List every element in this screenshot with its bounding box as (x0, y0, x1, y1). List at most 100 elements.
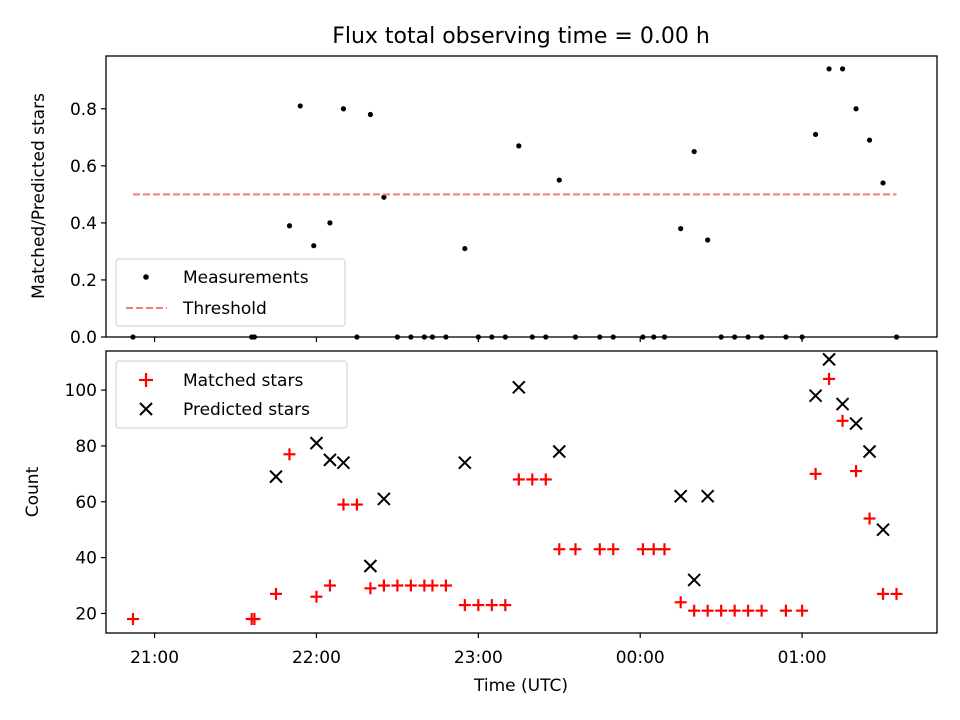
matched-stars-point (458, 599, 471, 612)
top-panel-legend: Measurements Threshold (115, 258, 346, 327)
x-tick-label: 23:00 (454, 648, 503, 668)
matched-stars-point (512, 473, 525, 486)
bottom-panel-y-label: Count (23, 466, 43, 517)
measurements-point (691, 148, 697, 155)
matched-stars-point (728, 604, 741, 617)
matched-stars-point (809, 467, 822, 480)
predicted-stars-point (835, 397, 850, 411)
matched-stars-point (755, 604, 768, 617)
matched-stars-point (283, 448, 296, 461)
bottom-legend-box (115, 360, 348, 429)
matched-stars-point (126, 613, 139, 626)
matched-stars-point (391, 579, 404, 592)
x-tick-label: 21:00 (130, 648, 179, 668)
x-tick-label: 00:00 (616, 648, 665, 668)
y-tick-label: 0.8 (70, 100, 97, 120)
measurements-point (516, 143, 522, 149)
x-tick-label: 22:00 (292, 648, 341, 668)
predicted-stars-point (822, 352, 836, 367)
bottom-panel-frame (105, 350, 938, 634)
measurements-point (705, 237, 711, 243)
measurements-point (866, 137, 873, 143)
matched-stars-point (890, 587, 903, 600)
measurements-point (678, 225, 684, 232)
y-tick-label: 100 (65, 381, 97, 401)
y-tick-label: 60 (75, 493, 97, 513)
predicted-stars-point (808, 388, 823, 403)
predicted-stars-point (876, 522, 890, 537)
matched-stars-point (658, 543, 671, 556)
matched-stars-point (539, 473, 552, 486)
measurements-point (297, 103, 303, 109)
measurements-point (367, 111, 374, 118)
matched-stars-point (323, 579, 336, 592)
top-panel-frame (105, 55, 938, 338)
matched-stars-point (674, 596, 687, 609)
y-tick-label: 0.0 (70, 328, 97, 348)
matched-stars-point (863, 512, 876, 525)
predicted-stars-point (673, 489, 688, 503)
predicted-stars-point (552, 444, 566, 459)
legend-marker-matched-stars (139, 373, 153, 387)
measurements-point (839, 66, 846, 72)
legend-marker-predicted-stars (139, 402, 153, 416)
matched-stars-point (485, 599, 498, 612)
measurements-point (556, 177, 562, 183)
matched-stars-point (248, 613, 261, 626)
matched-stars-point (796, 604, 809, 617)
matched-stars-point (350, 498, 363, 511)
bottom-panel-series (126, 352, 903, 626)
measurements-point (880, 180, 886, 186)
measurements-point (327, 220, 333, 226)
x-tick-label: 01:00 (778, 648, 827, 668)
measurements-point (812, 131, 819, 138)
predicted-stars-point (458, 455, 472, 470)
legend-label-matched-stars: Matched stars (183, 371, 303, 391)
matched-stars-point (404, 579, 417, 592)
matched-stars-point (553, 543, 566, 556)
matched-stars-point (569, 543, 582, 556)
matched-stars-point (742, 604, 755, 617)
measurements-point (462, 245, 468, 252)
legend-label-threshold: Threshold (182, 299, 267, 319)
matched-stars-point (823, 372, 836, 385)
matched-stars-point (364, 582, 377, 595)
predicted-stars-point (700, 489, 715, 503)
matched-stars-point (701, 604, 714, 617)
matched-stars-point (607, 543, 620, 556)
top-panel-y-label: Matched/Predicted stars (29, 93, 49, 299)
measurements-point (826, 66, 832, 72)
matched-stars-point (377, 579, 390, 592)
matched-stars-point (310, 590, 323, 603)
matched-stars-point (636, 543, 649, 556)
matched-stars-point (426, 579, 439, 592)
matched-stars-point (472, 599, 485, 612)
y-tick-label: 40 (75, 549, 97, 569)
legend-label-measurements: Measurements (183, 268, 309, 288)
predicted-stars-point (309, 436, 324, 450)
matched-stars-point (593, 543, 606, 556)
measurements-point (853, 106, 859, 112)
matched-stars-point (779, 604, 792, 617)
measurements-point (340, 106, 347, 112)
predicted-stars-point (512, 380, 526, 395)
measurements-point (311, 243, 317, 249)
bottom-panel-legend: Matched stars Predicted stars (115, 360, 348, 429)
legend-label-predicted-stars: Predicted stars (183, 400, 310, 420)
y-tick-label: 80 (75, 437, 97, 457)
matched-stars-point (526, 473, 539, 486)
top-legend-box (115, 258, 346, 327)
matched-stars-point (688, 604, 701, 617)
predicted-stars-point (377, 492, 391, 506)
matched-stars-point (836, 414, 849, 427)
matched-stars-point (715, 604, 728, 617)
predicted-stars-point (323, 453, 337, 467)
top-panel-ticks: 0.0 0.2 0.4 0.6 0.8 (70, 100, 803, 348)
predicted-stars-point (363, 559, 378, 573)
measurements-point (286, 223, 293, 229)
legend-marker-measurements (143, 274, 149, 280)
x-axis-label: Time (UTC) (473, 676, 568, 696)
matched-stars-point (337, 498, 350, 511)
